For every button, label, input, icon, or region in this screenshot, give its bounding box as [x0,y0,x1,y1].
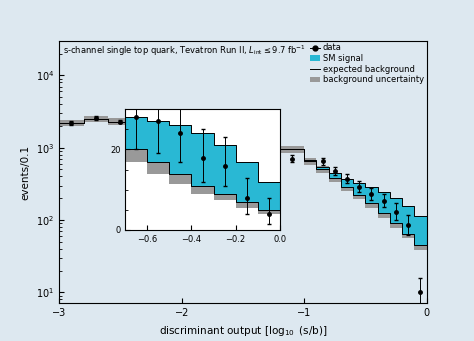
X-axis label: discriminant output [$\log_{10}$ (s/b)]: discriminant output [$\log_{10}$ (s/b)] [159,324,327,338]
Y-axis label: events/0.1: events/0.1 [20,145,30,200]
Text: s-channel single top quark, Tevatron Run II, $L_{\mathrm{int}} \leq 9.7$ fb$^{-1: s-channel single top quark, Tevatron Run… [63,44,305,58]
Legend: data, SM signal, expected background, background uncertainty: data, SM signal, expected background, ba… [310,43,424,85]
